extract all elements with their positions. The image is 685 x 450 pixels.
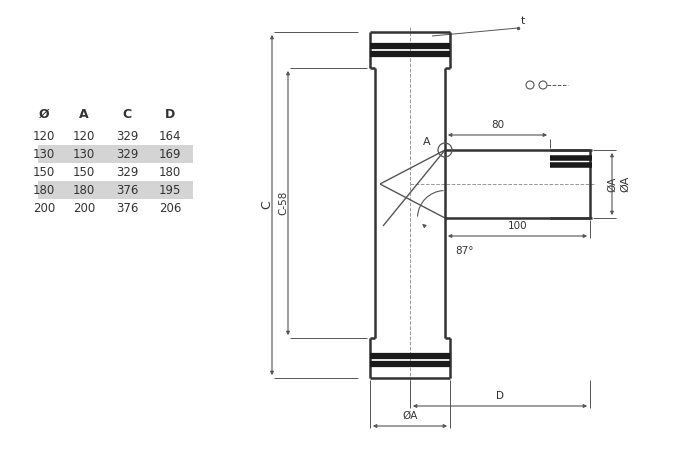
Text: C: C	[260, 201, 273, 209]
Text: 100: 100	[508, 221, 527, 231]
Text: 195: 195	[159, 184, 182, 198]
Text: C: C	[123, 108, 132, 121]
Text: 130: 130	[73, 148, 95, 162]
Text: 80: 80	[491, 120, 504, 130]
Text: t: t	[521, 16, 525, 26]
Text: D: D	[496, 391, 504, 401]
Text: 329: 329	[116, 130, 138, 144]
Text: ØA: ØA	[607, 176, 617, 192]
Text: 150: 150	[73, 166, 95, 180]
Text: 376: 376	[116, 184, 138, 198]
Text: 200: 200	[33, 202, 55, 216]
Text: 164: 164	[159, 130, 182, 144]
Text: 376: 376	[116, 202, 138, 216]
Text: ØA: ØA	[402, 411, 418, 421]
Text: 329: 329	[116, 166, 138, 180]
Text: A: A	[423, 137, 431, 147]
Text: 180: 180	[73, 184, 95, 198]
Text: 169: 169	[159, 148, 182, 162]
Text: D: D	[165, 108, 175, 121]
Text: 180: 180	[33, 184, 55, 198]
Text: 150: 150	[33, 166, 55, 180]
Bar	[38, 145, 193, 163]
Text: 200: 200	[73, 202, 95, 216]
Text: 130: 130	[33, 148, 55, 162]
Text: 120: 120	[73, 130, 95, 144]
Text: 206: 206	[159, 202, 182, 216]
Text: 329: 329	[116, 148, 138, 162]
Text: ØA: ØA	[620, 176, 630, 192]
Text: 87°: 87°	[455, 246, 473, 256]
Bar	[38, 181, 193, 199]
Text: A: A	[79, 108, 89, 121]
Text: 120: 120	[33, 130, 55, 144]
Text: Ø: Ø	[38, 108, 49, 121]
Text: C-58: C-58	[278, 191, 288, 215]
Text: 180: 180	[159, 166, 181, 180]
